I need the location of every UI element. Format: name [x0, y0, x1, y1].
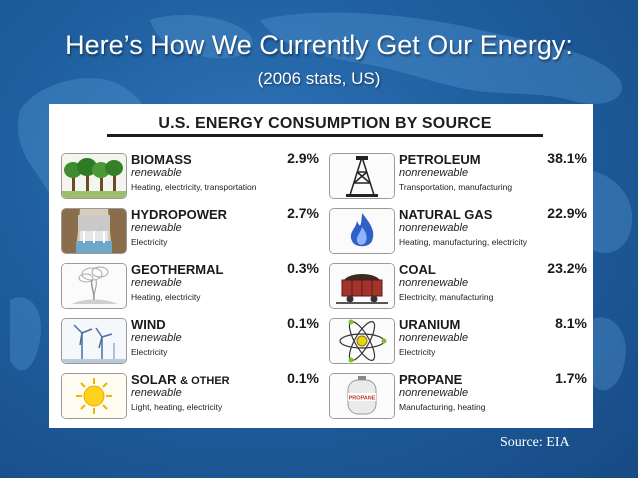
- entry-uses: Heating, electricity, transportation: [131, 182, 257, 192]
- energy-entry-uranium: URANIUM nonrenewable Electricity 8.1%: [329, 315, 587, 366]
- title-underline: [107, 134, 543, 137]
- oil-derrick-icon: [329, 153, 395, 199]
- propane-tank-icon: PROPANE: [329, 373, 395, 419]
- entry-name-suffix: & OTHER: [180, 375, 230, 387]
- panel-title: U.S. ENERGY CONSUMPTION BY SOURCE: [158, 115, 492, 132]
- energy-entry-biomass: BIOMASS renewable Heating, electricity, …: [61, 150, 319, 201]
- entry-kind: renewable: [131, 167, 182, 179]
- energy-entry-propane: PROPANE PROPANE nonrenewable Manufacturi…: [329, 370, 587, 421]
- entry-uses: Transportation, manufacturing: [399, 182, 513, 192]
- entry-uses: Electricity: [131, 237, 168, 247]
- dam-icon: [61, 208, 127, 254]
- entry-kind: nonrenewable: [399, 277, 469, 289]
- entry-uses: Manufacturing, heating: [399, 402, 486, 412]
- entry-name: BIOMASS: [131, 152, 192, 167]
- slide-title: Here’s How We Currently Get Our Energy:: [65, 30, 573, 60]
- entry-name: COAL: [399, 262, 436, 277]
- energy-entry-natural-gas: NATURAL GAS nonrenewable Heating, manufa…: [329, 205, 587, 256]
- flame-icon: [329, 208, 395, 254]
- slide-subtitle: (2006 stats, US): [257, 69, 381, 88]
- entry-percent: 2.9%: [287, 150, 319, 166]
- energy-entry-geothermal: GEOTHERMAL renewable Heating, electricit…: [61, 260, 319, 311]
- wind-turbine-icon: [61, 318, 127, 364]
- entry-percent: 23.2%: [547, 260, 587, 276]
- energy-entry-coal: COAL nonrenewable Electricity, manufactu…: [329, 260, 587, 311]
- energy-entry-solar: SOLAR & OTHER renewable Light, heating, …: [61, 370, 319, 421]
- entry-kind: renewable: [131, 277, 182, 289]
- entry-percent: 8.1%: [555, 315, 587, 331]
- energy-entry-petroleum: PETROLEUM nonrenewable Transportation, m…: [329, 150, 587, 201]
- entry-name: HYDROPOWER: [131, 207, 228, 222]
- coal-cart-icon: [329, 263, 395, 309]
- entry-name: PROPANE: [399, 372, 463, 387]
- entry-percent: 2.7%: [287, 205, 319, 221]
- entry-uses: Electricity, manufacturing: [399, 292, 494, 302]
- entry-name: GEOTHERMAL: [131, 262, 224, 277]
- energy-entry-hydropower: HYDROPOWER renewable Electricity 2.7%: [61, 205, 319, 256]
- entry-percent: 0.3%: [287, 260, 319, 276]
- entry-percent: 38.1%: [547, 150, 587, 166]
- geyser-icon: [61, 263, 127, 309]
- entry-percent: 0.1%: [287, 370, 319, 386]
- entry-name-main: SOLAR: [131, 372, 177, 387]
- entry-name: URANIUM: [399, 317, 461, 332]
- entry-kind: nonrenewable: [399, 332, 469, 344]
- entry-kind: nonrenewable: [399, 387, 469, 399]
- entry-uses: Electricity: [399, 347, 436, 357]
- sun-icon: [61, 373, 127, 419]
- trees-icon: [61, 153, 127, 199]
- tank-label: PROPANE: [349, 396, 376, 402]
- energy-consumption-panel: U.S. ENERGY CONSUMPTION BY SOURCE BIOMAS…: [49, 104, 593, 428]
- source-note: Source: EIA: [500, 435, 570, 450]
- entry-uses: Heating, manufacturing, electricity: [399, 237, 528, 247]
- entry-percent: 22.9%: [547, 205, 587, 221]
- atom-icon: [329, 318, 395, 364]
- entry-kind: nonrenewable: [399, 167, 469, 179]
- entry-name: SOLAR & OTHER: [131, 372, 230, 387]
- entry-name: NATURAL GAS: [399, 207, 493, 222]
- entry-uses: Heating, electricity: [131, 292, 201, 302]
- entry-kind: nonrenewable: [399, 222, 469, 234]
- entry-name: WIND: [131, 317, 166, 332]
- entry-kind: renewable: [131, 387, 182, 399]
- entry-name: PETROLEUM: [399, 152, 481, 167]
- entry-uses: Light, heating, electricity: [131, 402, 223, 412]
- energy-entry-wind: WIND renewable Electricity 0.1%: [61, 315, 319, 366]
- entry-percent: 1.7%: [555, 370, 587, 386]
- entry-percent: 0.1%: [287, 315, 319, 331]
- entry-kind: renewable: [131, 332, 182, 344]
- entry-kind: renewable: [131, 222, 182, 234]
- entry-uses: Electricity: [131, 347, 168, 357]
